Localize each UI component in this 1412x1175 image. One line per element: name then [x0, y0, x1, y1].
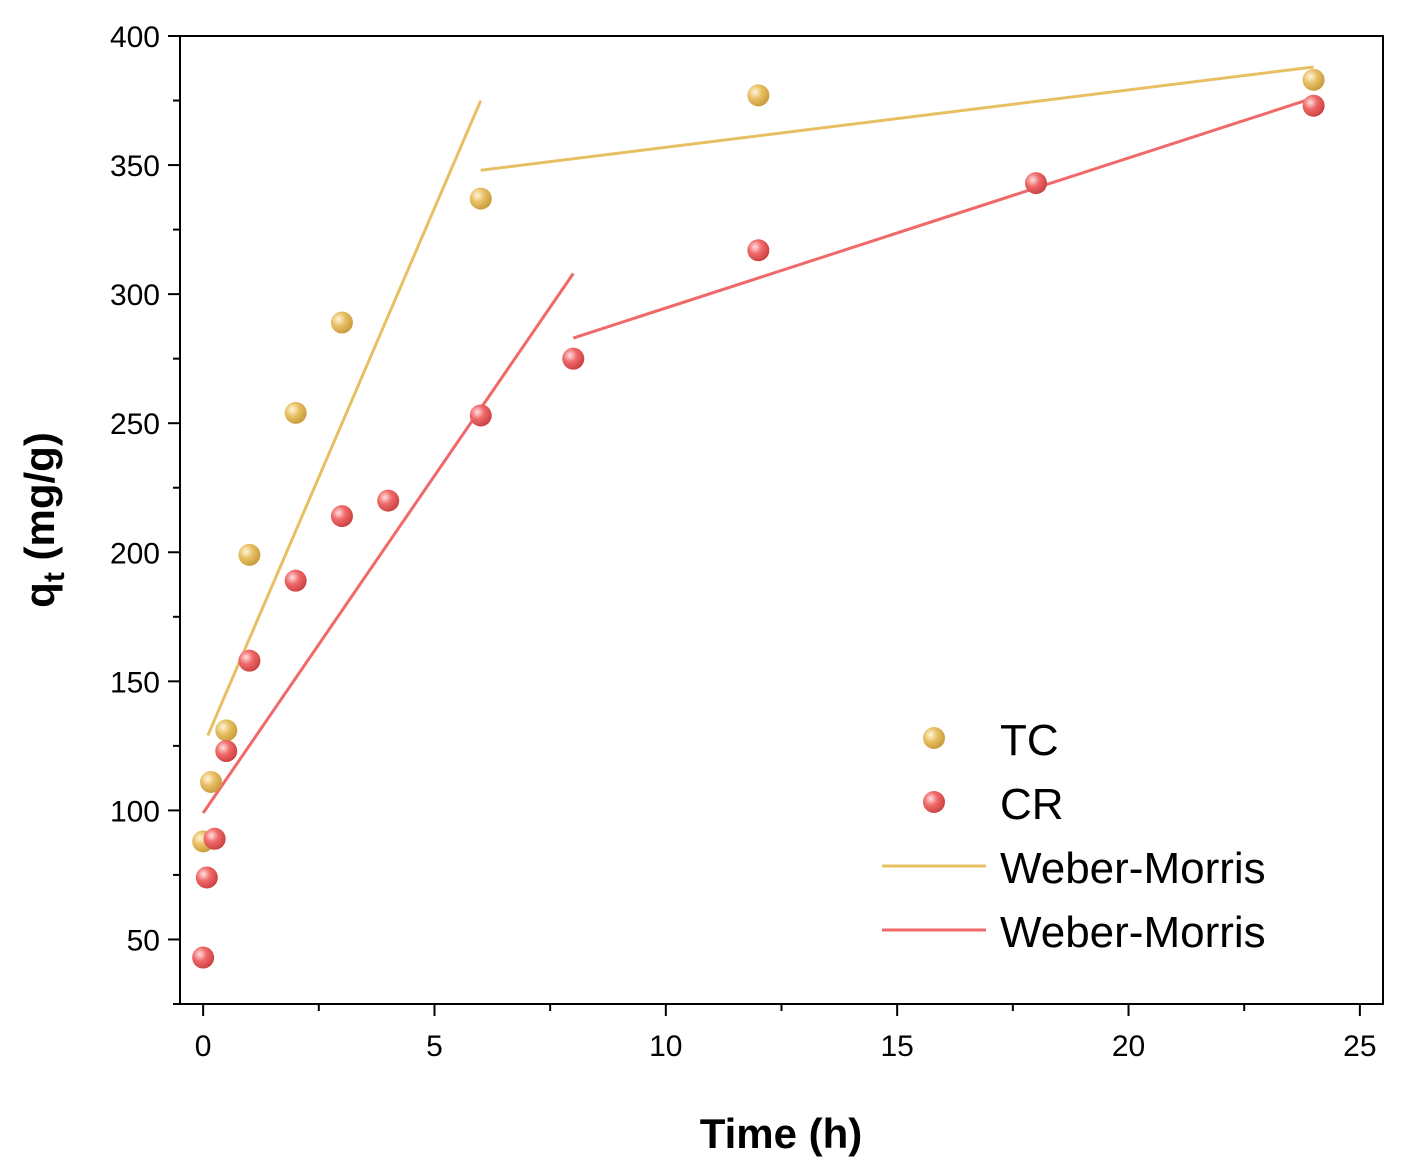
y-tick-label: 350 — [110, 150, 160, 183]
y-axis-title-main: q — [16, 582, 63, 608]
data-point-cr — [192, 946, 215, 969]
legend-label: CR — [1000, 780, 1064, 829]
data-point-cr — [377, 489, 400, 512]
y-tick-label: 400 — [110, 21, 160, 54]
data-point-cr — [330, 505, 353, 528]
data-point-tc — [215, 719, 238, 742]
x-tick-label: 5 — [426, 1030, 443, 1063]
data-point-tc — [200, 771, 223, 794]
data-point-cr — [1024, 172, 1047, 195]
fit-lines — [201, 65, 1315, 814]
data-point-cr — [747, 239, 770, 262]
data-point-cr — [469, 404, 492, 427]
y-tick-label: 250 — [110, 408, 160, 441]
data-points — [192, 68, 1325, 969]
data-point-cr — [284, 569, 307, 592]
x-tick-label: 25 — [1343, 1030, 1376, 1063]
x-axis-title: Time (h) — [700, 1110, 863, 1157]
data-point-tc — [747, 84, 770, 107]
data-point-cr — [1302, 94, 1325, 117]
y-axis-title: qt (mg/g) — [16, 432, 71, 608]
axis-ticks: 0 5 10 15 20 25 50 100 150 200 250 300 350 400 — [110, 21, 1377, 1063]
data-point-cr — [215, 740, 238, 763]
legend-label: TC — [1000, 716, 1059, 765]
y-tick-label: 200 — [110, 537, 160, 570]
y-tick-label: 100 — [110, 795, 160, 828]
data-point-tc — [469, 187, 492, 210]
fit-line-segment — [480, 65, 1314, 172]
y-tick-label: 50 — [127, 924, 160, 957]
fit-line-segment — [572, 96, 1315, 340]
legend: TC CR Weber-Morris Weber-Morris — [882, 716, 1266, 957]
y-tick-label: 150 — [110, 666, 160, 699]
data-point-tc — [284, 401, 307, 424]
data-point-tc — [1302, 68, 1325, 91]
data-point-cr — [562, 347, 585, 370]
x-tick-label: 0 — [195, 1030, 212, 1063]
data-point-cr — [203, 827, 226, 850]
data-point-cr — [195, 866, 218, 889]
y-axis-title-subscript: t — [38, 572, 71, 582]
data-point-cr — [238, 649, 261, 672]
legend-label: Weber-Morris — [1000, 844, 1266, 893]
fit-line-segment — [206, 99, 483, 737]
data-point-tc — [238, 543, 261, 566]
x-tick-label: 20 — [1112, 1030, 1145, 1063]
legend-marker — [923, 727, 945, 749]
fit-line-segment — [201, 272, 575, 814]
x-tick-label: 15 — [880, 1030, 913, 1063]
data-point-tc — [330, 311, 353, 334]
legend-marker — [923, 791, 945, 813]
x-tick-label: 10 — [649, 1030, 682, 1063]
legend-label: Weber-Morris — [1000, 908, 1266, 957]
y-axis-title-units: (mg/g) — [16, 432, 63, 572]
y-tick-label: 300 — [110, 279, 160, 312]
